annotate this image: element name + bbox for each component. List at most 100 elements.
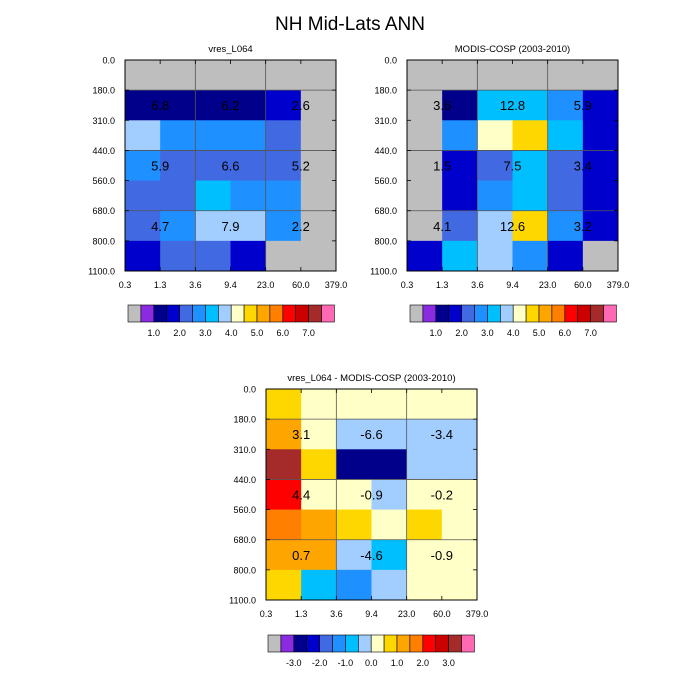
heatmap-cell	[582, 180, 619, 212]
colorbar-box	[435, 634, 449, 653]
value-label: 0.7	[292, 548, 310, 563]
heatmap-cell	[265, 60, 302, 91]
heatmap-cell	[266, 569, 302, 601]
y-tick-label: 680.0	[233, 535, 256, 545]
colorbar: 1.0 2.0 3.0 4.0 5.0 6.0 7.0	[409, 304, 617, 338]
heatmap-cell	[265, 180, 302, 212]
y-tick-label: 800.0	[233, 565, 256, 575]
colorbar-box	[525, 304, 540, 323]
heatmap-cell	[406, 539, 443, 571]
heatmap-cell	[371, 389, 408, 420]
colorbar-tick-label: 3.0	[199, 328, 212, 338]
heatmap-panel-3: vres_L064 - MODIS-COSP (2003-2010) 0.3 1.3…	[229, 373, 488, 668]
value-label: 1.5	[433, 159, 451, 174]
heatmap-cell	[547, 150, 584, 182]
heatmap-cell	[265, 240, 302, 272]
value-label: -4.6	[360, 548, 382, 563]
x-tick-label: 0.3	[119, 280, 132, 290]
colorbar-box	[487, 304, 501, 323]
colorbar-box	[127, 304, 142, 323]
value-label: 3.4	[574, 159, 592, 174]
colorbar-box	[409, 304, 424, 323]
heatmap-cell	[547, 180, 584, 212]
colorbar-box	[218, 304, 232, 323]
x-tick-label: 379.0	[466, 609, 489, 619]
colorbar-box	[282, 304, 296, 323]
heatmap-cell	[477, 180, 513, 212]
heatmap-cell	[371, 449, 408, 480]
heatmap-cell	[336, 479, 372, 511]
heatmap-cell	[300, 90, 337, 121]
heatmap-cell	[301, 419, 337, 450]
heatmap-cell	[336, 419, 372, 450]
value-label: 6.8	[151, 98, 169, 113]
heatmap-cell	[477, 240, 513, 272]
x-tick-label: 379.0	[325, 280, 348, 290]
heatmap-cell	[300, 210, 337, 242]
heatmap-cell	[265, 210, 302, 242]
x-tick-label: 1.3	[295, 609, 308, 619]
y-tick-label: 310.0	[233, 445, 256, 455]
value-label: 2.2	[292, 219, 310, 234]
heatmap-cell	[160, 60, 196, 91]
colorbar-tick-label: 2.0	[455, 328, 468, 338]
panel-title: vres_L064	[208, 44, 252, 55]
colorbar-tick-label: 3.0	[442, 658, 455, 668]
heatmap-cell	[230, 90, 267, 121]
heatmap-cell	[442, 150, 478, 182]
x-tick-label: 379.0	[607, 280, 630, 290]
heatmap-cell	[195, 180, 231, 212]
x-tick-label: 23.0	[257, 280, 275, 290]
heatmap-cell	[406, 419, 443, 450]
value-label: 4.4	[292, 488, 310, 503]
colorbar-box	[205, 304, 219, 323]
heatmap-cell	[442, 60, 478, 91]
heatmap-cell	[512, 150, 549, 182]
colorbar-box	[448, 634, 462, 653]
value-label: -0.9	[431, 548, 453, 563]
colorbar-tick-label: 1.0	[391, 658, 404, 668]
panel-title: vres_L064 - MODIS-COSP (2003-2010)	[287, 373, 455, 384]
x-tick-label: 9.4	[224, 280, 237, 290]
heatmap-cell	[301, 449, 337, 480]
x-tick-label: 1.3	[154, 280, 167, 290]
colorbar-box	[321, 304, 335, 323]
heatmap-cell	[477, 120, 513, 151]
colorbar-box	[319, 634, 333, 653]
x-tick-label: 9.4	[506, 280, 519, 290]
heatmap-cell	[406, 479, 443, 511]
x-tick-label: 60.0	[292, 280, 310, 290]
heatmap-cell	[265, 90, 302, 121]
x-tick-label: 0.3	[401, 280, 414, 290]
value-label: 2.6	[292, 98, 310, 113]
heatmap-cell	[406, 509, 443, 541]
heatmap-cell	[195, 60, 231, 91]
heatmap-cell	[300, 60, 337, 91]
heatmap-cell	[160, 150, 196, 182]
value-label: 6.6	[221, 159, 239, 174]
y-tick-label: 440.0	[92, 146, 115, 156]
heatmap-cell	[266, 509, 302, 541]
heatmap-cell	[406, 389, 443, 420]
colorbar-box	[256, 304, 271, 323]
heatmap-cell	[441, 479, 478, 511]
heatmap-cell	[371, 539, 408, 571]
colorbar-box	[448, 304, 462, 323]
heatmap-cell	[300, 180, 337, 212]
colorbar-box	[269, 304, 284, 323]
heatmap-cell	[407, 210, 443, 242]
heatmap-cell	[371, 509, 408, 541]
colorbar-tick-label: 7.0	[584, 328, 597, 338]
heatmap-cell	[336, 389, 372, 420]
heatmap-cell	[160, 180, 196, 212]
heatmap-cell	[160, 120, 196, 151]
heatmap-cell	[407, 180, 443, 212]
y-tick-label: 0.0	[384, 56, 397, 66]
colorbar-box	[308, 304, 322, 323]
colorbar-tick-label: 6.0	[559, 328, 572, 338]
colorbar-box	[280, 634, 295, 653]
heatmap-cell	[230, 240, 267, 272]
heatmap-cell	[371, 569, 408, 601]
heatmap-cell	[266, 389, 302, 420]
